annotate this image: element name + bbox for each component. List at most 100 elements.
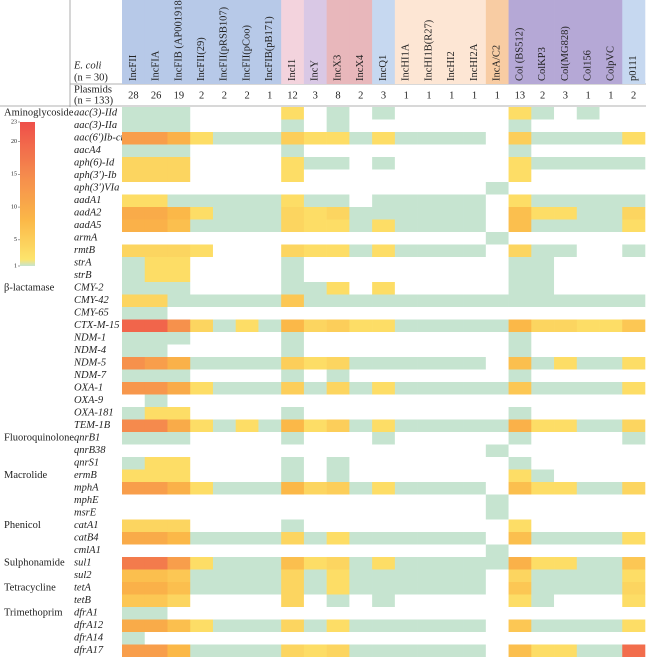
group-label: Trimethoprim — [4, 608, 63, 619]
cell — [417, 207, 441, 220]
cell — [531, 582, 555, 595]
cell — [576, 419, 600, 433]
cell — [303, 507, 327, 520]
cell — [417, 219, 441, 233]
cell — [622, 369, 646, 383]
cell — [167, 369, 191, 383]
cell — [190, 419, 214, 433]
cell — [485, 594, 509, 608]
cell — [258, 319, 282, 333]
cell — [144, 282, 168, 295]
cell — [235, 182, 259, 195]
cell — [326, 232, 350, 245]
cell — [508, 307, 532, 320]
cell — [508, 507, 532, 520]
row-label: mphA — [74, 483, 99, 494]
cell — [394, 307, 418, 320]
ecoli-n: (n = 30) — [74, 72, 108, 83]
cell — [258, 282, 282, 295]
cell — [258, 169, 282, 183]
cell — [349, 119, 373, 133]
cell — [485, 444, 509, 458]
cell — [463, 594, 487, 608]
cell — [463, 457, 487, 470]
cell — [144, 469, 168, 483]
cell — [303, 482, 327, 495]
cell — [372, 307, 396, 320]
cell — [554, 257, 578, 270]
cell — [190, 569, 214, 583]
column-label: IncQ1 — [378, 55, 389, 81]
cell — [372, 519, 396, 533]
cell — [281, 407, 305, 420]
cell — [281, 382, 305, 395]
cell — [485, 144, 509, 158]
cell — [485, 282, 509, 295]
cell — [372, 469, 396, 483]
cell — [554, 282, 578, 295]
cell — [258, 419, 282, 433]
column-header-bg — [440, 0, 464, 84]
cell — [576, 257, 600, 270]
column-label: IncHI1B(R27) — [423, 19, 434, 81]
row-label: dfrA17 — [74, 645, 104, 656]
cell — [281, 357, 305, 370]
cell — [372, 207, 396, 220]
cell — [417, 257, 441, 270]
cell — [326, 619, 350, 633]
cell — [235, 394, 259, 408]
cell — [622, 207, 646, 220]
cell — [531, 219, 555, 233]
cell — [235, 244, 259, 258]
row-label: dfrA12 — [74, 620, 104, 631]
cell — [576, 194, 600, 208]
cell — [599, 194, 623, 208]
cell — [258, 344, 282, 358]
cell — [122, 157, 146, 170]
cell — [394, 644, 418, 657]
cell — [599, 582, 623, 595]
cell — [212, 494, 236, 508]
cell — [235, 269, 259, 283]
cell — [122, 269, 146, 283]
cell — [485, 407, 509, 420]
cell — [122, 182, 146, 195]
cell — [417, 494, 441, 508]
cell — [554, 169, 578, 183]
cell — [258, 269, 282, 283]
cell — [303, 169, 327, 183]
cell — [417, 457, 441, 470]
cell — [326, 632, 350, 645]
cell — [372, 369, 396, 383]
cell — [576, 307, 600, 320]
cell — [144, 482, 168, 495]
cell — [463, 407, 487, 420]
cell — [440, 119, 464, 133]
cell — [190, 182, 214, 195]
cell — [531, 394, 555, 408]
cell — [394, 357, 418, 370]
cell — [622, 569, 646, 583]
cell — [212, 157, 236, 170]
cell — [554, 107, 578, 120]
cell — [508, 207, 532, 220]
cell — [281, 419, 305, 433]
cell — [167, 632, 191, 645]
cell — [554, 182, 578, 195]
cell — [281, 457, 305, 470]
cell — [440, 607, 464, 620]
cell — [349, 507, 373, 520]
cell — [144, 519, 168, 533]
cell — [394, 207, 418, 220]
cell — [122, 469, 146, 483]
cell — [235, 344, 259, 358]
column-header-bg — [599, 0, 623, 84]
cell — [349, 132, 373, 145]
cell — [281, 619, 305, 633]
cell — [258, 357, 282, 370]
cell — [235, 132, 259, 145]
cell — [167, 119, 191, 133]
cell — [190, 257, 214, 270]
cell — [303, 294, 327, 308]
cell — [508, 157, 532, 170]
